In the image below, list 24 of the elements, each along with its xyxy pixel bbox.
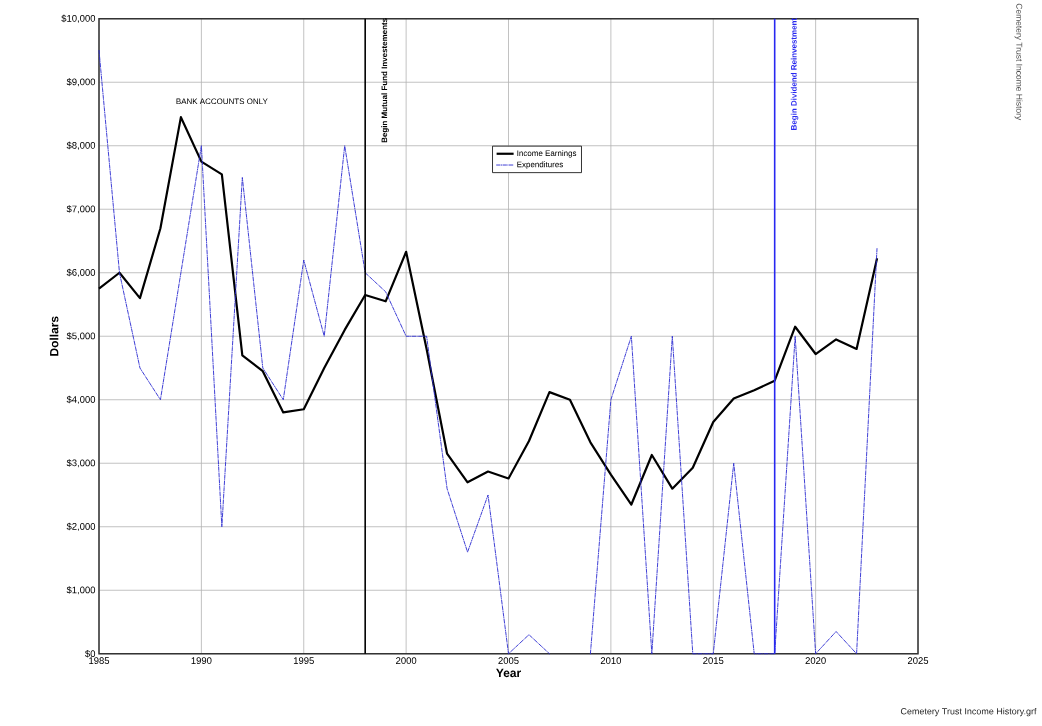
y-tick-label: $5,000	[66, 332, 96, 341]
y-tick-label: $7,000	[66, 205, 96, 214]
y-tick-label: $10,000	[61, 14, 96, 23]
y-tick-label: $4,000	[66, 395, 96, 404]
x-tick-label: 2000	[396, 657, 417, 665]
y-tick-label: $3,000	[66, 459, 96, 468]
x-tick-label: 2005	[498, 657, 519, 665]
text: Cemetery Trust Income History	[1014, 3, 1023, 121]
x-tick-label: 2020	[805, 657, 826, 665]
y-axis-title: Dollars	[49, 316, 59, 356]
y-tick-label: $6,000	[66, 268, 96, 277]
x-tick-label: 1990	[191, 657, 212, 665]
x-tick-label: 1995	[293, 657, 314, 665]
x-tick-label: 2015	[703, 657, 724, 665]
x-tick-label: 2025	[907, 657, 929, 665]
x-tick-label: 1985	[89, 657, 110, 665]
x-axis-title: Year	[496, 668, 521, 678]
x-tick-label: 2010	[600, 657, 622, 665]
text: Cemetery Trust Income History.grf	[900, 707, 1037, 717]
y-tick-label: $0	[85, 650, 96, 658]
y-tick-label: $9,000	[66, 78, 96, 87]
y-tick-label: $2,000	[66, 522, 96, 531]
y-tick-label: $1,000	[66, 586, 96, 595]
y-tick-label: $8,000	[66, 141, 96, 150]
